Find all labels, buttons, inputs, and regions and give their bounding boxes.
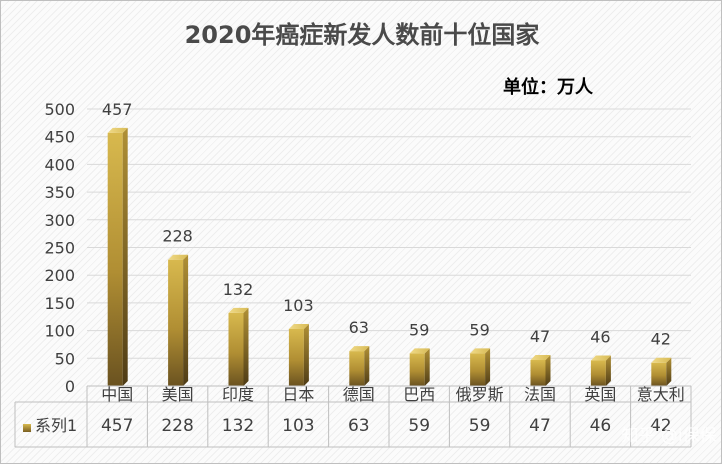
y-tick-label: 400 <box>44 155 75 174</box>
y-tick-label: 450 <box>44 128 75 147</box>
table-value: 59 <box>408 416 430 436</box>
bar <box>590 355 611 386</box>
category-label: 英国 <box>584 385 616 404</box>
bar <box>168 254 189 386</box>
table-value: 103 <box>282 416 314 436</box>
table-value: 63 <box>348 416 370 436</box>
category-label: 印度 <box>222 385 254 404</box>
y-tick-label: 0 <box>65 377 75 396</box>
y-tick-label: 500 <box>44 100 75 119</box>
table-value: 59 <box>469 416 491 436</box>
category-label: 德国 <box>343 385 375 404</box>
data-label: 132 <box>223 280 254 299</box>
bars-layer <box>107 127 672 387</box>
data-label: 46 <box>590 328 610 347</box>
data-label: 42 <box>651 330 671 349</box>
category-label: 中国 <box>101 385 133 404</box>
table-value: 42 <box>650 416 672 436</box>
bar <box>651 357 672 386</box>
data-label: 59 <box>409 320 429 339</box>
watermark: 知乎 @i保保 <box>621 426 716 446</box>
bar <box>228 307 249 386</box>
category-label: 美国 <box>162 385 194 404</box>
table-value: 228 <box>161 416 193 436</box>
y-tick-label: 300 <box>44 211 75 230</box>
chart-title: 2020年癌症新发人数前十位国家 <box>185 21 540 49</box>
bar <box>530 354 551 386</box>
data-label: 59 <box>469 320 489 339</box>
bar <box>288 323 309 386</box>
data-table: 中国 457 美国 228 印度 132 日本 103 德国 63 巴西 59 俄罗斯 59 法国 47 英国 4… <box>14 385 692 448</box>
y-tick-label: 350 <box>44 183 75 202</box>
table-value: 457 <box>101 416 133 436</box>
data-label: 457 <box>102 100 133 119</box>
table-value: 46 <box>590 416 612 436</box>
bar <box>409 348 430 386</box>
table-value: 132 <box>222 416 254 436</box>
category-label: 意大利 <box>637 385 685 404</box>
y-tick-label: 150 <box>44 294 75 313</box>
legend-key <box>23 424 31 432</box>
data-label: 103 <box>283 296 314 315</box>
table-value: 47 <box>529 416 551 436</box>
y-tick-label: 100 <box>44 322 75 341</box>
bar <box>349 346 370 386</box>
y-axis-ticks: 0 50 100 150 200 250 300 350 400 450 500 <box>44 100 75 396</box>
data-label: 228 <box>162 227 193 246</box>
data-labels: 457 228 132 103 63 59 59 47 46 42 <box>102 100 671 349</box>
data-label: 63 <box>349 318 369 337</box>
y-tick-label: 200 <box>44 266 75 285</box>
bar <box>470 348 491 386</box>
unit-label: 单位：万人 <box>503 76 594 98</box>
category-label: 法国 <box>524 385 556 404</box>
category-label: 巴西 <box>403 385 435 404</box>
category-label: 俄罗斯 <box>456 385 504 404</box>
data-label: 47 <box>530 327 550 346</box>
series-name: 系列1 <box>35 416 77 435</box>
bar <box>107 127 128 387</box>
y-tick-label: 50 <box>55 349 75 368</box>
category-label: 日本 <box>282 385 314 404</box>
y-tick-label: 250 <box>44 239 75 258</box>
